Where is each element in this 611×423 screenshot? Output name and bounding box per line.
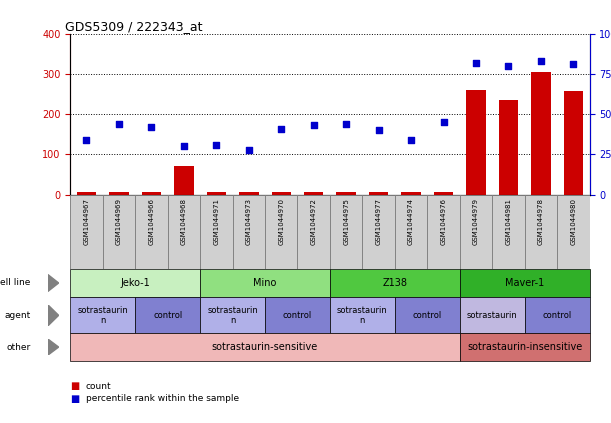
Text: GSM1044966: GSM1044966 <box>148 198 155 245</box>
Text: GSM1044969: GSM1044969 <box>116 198 122 245</box>
Point <box>114 121 124 127</box>
Bar <box>525 195 557 269</box>
Point <box>439 119 448 126</box>
Bar <box>271 192 291 195</box>
Text: Mino: Mino <box>254 278 277 288</box>
Bar <box>135 195 167 269</box>
Point <box>244 146 254 153</box>
Text: sotrastaurin
n: sotrastaurin n <box>78 306 128 325</box>
Text: ■: ■ <box>70 381 79 391</box>
Point <box>179 143 189 150</box>
Text: Jeko-1: Jeko-1 <box>120 278 150 288</box>
Point <box>276 125 286 132</box>
Bar <box>337 192 356 195</box>
Text: agent: agent <box>4 311 31 320</box>
Bar <box>70 195 103 269</box>
Text: GSM1044974: GSM1044974 <box>408 198 414 245</box>
Text: sotrastaurin-insensitive: sotrastaurin-insensitive <box>467 342 582 352</box>
Text: GSM1044973: GSM1044973 <box>246 198 252 245</box>
Bar <box>298 195 330 269</box>
Bar <box>369 192 389 195</box>
Bar <box>142 192 161 195</box>
Text: sotrastaurin
n: sotrastaurin n <box>207 306 258 325</box>
Point <box>568 61 578 68</box>
Bar <box>239 192 258 195</box>
Bar <box>103 195 135 269</box>
Point <box>309 122 318 129</box>
Text: percentile rank within the sample: percentile rank within the sample <box>86 394 239 404</box>
Point <box>406 137 416 143</box>
Text: sotrastaurin: sotrastaurin <box>467 311 518 320</box>
Text: GSM1044978: GSM1044978 <box>538 198 544 245</box>
Bar <box>395 195 427 269</box>
Bar <box>233 195 265 269</box>
Text: GSM1044971: GSM1044971 <box>213 198 219 245</box>
Point <box>503 63 513 69</box>
Bar <box>174 166 194 195</box>
Bar <box>492 195 525 269</box>
Bar <box>77 192 96 195</box>
Text: cell line: cell line <box>0 278 31 288</box>
Text: GSM1044980: GSM1044980 <box>571 198 576 245</box>
Text: control: control <box>412 311 442 320</box>
Bar <box>401 192 421 195</box>
Text: other: other <box>6 343 31 352</box>
Point <box>211 141 221 148</box>
Point <box>374 127 384 134</box>
Text: GSM1044967: GSM1044967 <box>84 198 89 245</box>
Point <box>536 58 546 65</box>
Text: GSM1044979: GSM1044979 <box>473 198 479 245</box>
Text: control: control <box>153 311 182 320</box>
Text: GSM1044975: GSM1044975 <box>343 198 349 245</box>
Bar <box>557 195 590 269</box>
Text: count: count <box>86 382 111 391</box>
Bar <box>466 90 486 195</box>
Text: GSM1044970: GSM1044970 <box>278 198 284 245</box>
Bar <box>499 100 518 195</box>
Polygon shape <box>48 305 59 326</box>
Text: GSM1044981: GSM1044981 <box>505 198 511 245</box>
Bar <box>304 192 323 195</box>
Point <box>147 124 156 130</box>
Text: ■: ■ <box>70 394 79 404</box>
Bar <box>109 192 129 195</box>
Bar <box>434 192 453 195</box>
Text: GSM1044977: GSM1044977 <box>376 198 382 245</box>
Text: sotrastaurin-sensitive: sotrastaurin-sensitive <box>212 342 318 352</box>
Text: GDS5309 / 222343_at: GDS5309 / 222343_at <box>65 20 203 33</box>
Text: control: control <box>543 311 572 320</box>
Text: GSM1044976: GSM1044976 <box>441 198 447 245</box>
Text: sotrastaurin
n: sotrastaurin n <box>337 306 388 325</box>
Bar <box>564 91 583 195</box>
Text: Maver-1: Maver-1 <box>505 278 544 288</box>
Bar <box>207 192 226 195</box>
Text: GSM1044972: GSM1044972 <box>311 198 316 245</box>
Text: control: control <box>283 311 312 320</box>
Bar <box>531 72 551 195</box>
Text: GSM1044968: GSM1044968 <box>181 198 187 245</box>
Bar <box>330 195 362 269</box>
Bar <box>460 195 492 269</box>
Text: Z138: Z138 <box>382 278 408 288</box>
Bar <box>167 195 200 269</box>
Polygon shape <box>48 339 59 355</box>
Bar <box>362 195 395 269</box>
Bar <box>265 195 298 269</box>
Point <box>342 121 351 127</box>
Point <box>82 137 92 143</box>
Bar <box>427 195 460 269</box>
Bar <box>200 195 233 269</box>
Point <box>471 59 481 66</box>
Polygon shape <box>48 275 59 291</box>
